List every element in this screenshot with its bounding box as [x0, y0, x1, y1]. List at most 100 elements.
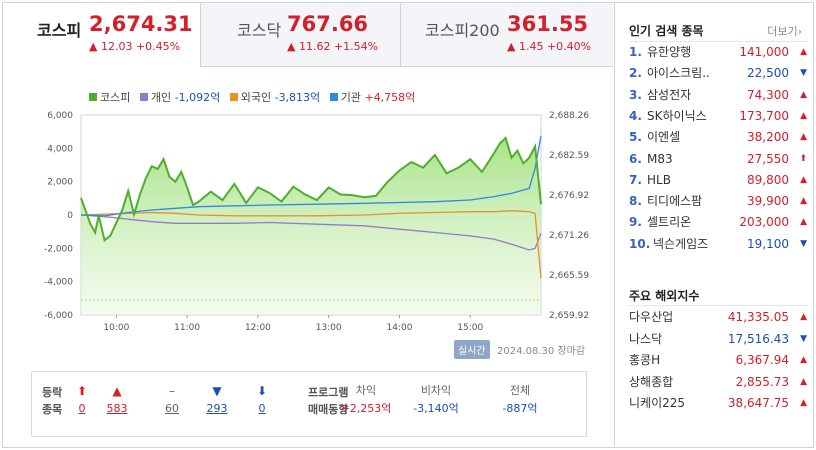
breadth-item[interactable]: ▼ 293	[202, 382, 232, 418]
rank-number: 10.	[629, 236, 651, 251]
popular-item[interactable]: 1. 유한양행 141,000 ▲	[629, 42, 807, 63]
tab-kospi[interactable]: 코스피 2,674.31 ▲ 12.03 +0.45%	[3, 3, 201, 67]
overseas-item[interactable]: 니케이225 38,647.75 ▲	[629, 393, 807, 414]
breadth-arrow-icon: ⬆	[76, 384, 88, 398]
up-arrow-icon: ⬆	[799, 153, 807, 164]
overseas-item[interactable]: 홍콩H 6,367.94 ▲	[629, 350, 807, 371]
x-axis-tick: 10:00	[103, 323, 129, 333]
popular-item[interactable]: 9. 셀트리온 203,000 ▲	[629, 212, 807, 233]
up-arrow-icon: ▲	[800, 376, 807, 387]
stock-price: 27,550	[747, 151, 789, 166]
program-value: -887억	[502, 402, 538, 415]
overseas-item[interactable]: 다우산업 41,335.05 ▲	[629, 307, 807, 328]
rank-number: 6.	[629, 151, 642, 166]
index-price: 17,516.43	[727, 331, 789, 346]
divider	[629, 305, 807, 306]
popular-item[interactable]: 4. SK하이닉스 173,700 ▲	[629, 106, 807, 127]
stock-price: 19,100	[747, 236, 789, 251]
right-axis-tick: 2,659.92	[549, 311, 589, 321]
right-axis-tick: 2,682.59	[549, 151, 589, 161]
stock-price: 39,900	[747, 194, 789, 209]
overseas-item[interactable]: 상해종합 2,855.73 ▲	[629, 372, 807, 393]
legend-individual: 개인 -1,092억	[139, 91, 221, 104]
legend-swatch	[139, 93, 148, 101]
up-arrow-icon: ▲	[800, 217, 807, 228]
stock-name: 유한양행	[647, 45, 692, 59]
rank-number: 2.	[629, 66, 642, 81]
stock-price: 38,200	[747, 130, 789, 145]
up-arrow-icon: ▲	[800, 196, 807, 207]
popular-item[interactable]: 7. HLB 89,800 ▲	[629, 170, 807, 191]
left-axis-tick: -4,000	[44, 278, 73, 288]
program-item: 비차익 -3,140억	[396, 382, 476, 418]
x-axis-tick: 15:00	[457, 323, 483, 333]
rank-number: 8.	[629, 194, 642, 209]
legend-swatch	[89, 93, 97, 101]
popular-item[interactable]: 8. 티디에스팜 39,900 ▲	[629, 191, 807, 212]
tab-index-value: 2,674.31	[89, 12, 193, 36]
legend-kospi: 코스피	[89, 91, 130, 104]
up-arrow-icon: ▲	[800, 47, 807, 57]
down-arrow-icon: ▼	[800, 68, 807, 79]
breadth-count: 0	[78, 402, 86, 415]
tab-kospi200[interactable]: 코스피200 361.55 ▲ 1.45 +0.40%	[401, 3, 613, 67]
left-axis-tick: 2,000	[47, 178, 73, 188]
tab-kosdaq[interactable]: 코스닥 767.66 ▲ 11.62 +1.54%	[201, 3, 401, 67]
breadth-item[interactable]: – 60	[157, 382, 187, 418]
legend-institution: 기관 +4,758억	[329, 91, 416, 104]
up-arrow-icon: ▲	[800, 110, 807, 121]
legend-swatch	[229, 93, 238, 101]
breadth-item[interactable]: ⬇ 0	[247, 382, 277, 418]
overseas-item[interactable]: 나스닥 17,516.43 ▼	[629, 329, 807, 350]
up-arrow-icon: ▲	[800, 312, 807, 322]
breadth-label-line: 종목	[42, 403, 63, 416]
index-price: 2,855.73	[735, 374, 789, 389]
up-arrow-icon: ▲	[800, 89, 807, 100]
more-link[interactable]: 더보기›	[767, 23, 802, 39]
tab-change: ▲ 12.03 +0.45%	[89, 40, 181, 53]
rank-number: 1.	[629, 45, 642, 59]
chart-legend: 코스피 개인 -1,092억 외국인 -3,813억 기관 +4,758억	[89, 89, 421, 105]
x-axis-tick: 11:00	[174, 323, 200, 333]
tab-name: 코스닥	[237, 21, 282, 40]
popular-item[interactable]: 3. 삼성전자 74,300 ▲	[629, 85, 807, 106]
breadth-label-line: 등락	[42, 386, 63, 399]
up-arrow-icon: ▲	[800, 174, 807, 185]
legend-value: -3,813억	[274, 91, 321, 104]
legend-label: 개인	[150, 91, 172, 104]
intraday-chart[interactable]: 6,000 4,000 2,000 0 -2,000 -4,000 -6,000 2,688.…	[3, 107, 613, 337]
market-panel: 코스피 2,674.31 ▲ 12.03 +0.45% 코스닥 767.66 ▲…	[3, 3, 613, 447]
down-arrow-icon: ▼	[800, 333, 807, 344]
left-axis-tick: -2,000	[44, 244, 73, 254]
stock-price: 22,500	[747, 66, 789, 81]
stock-name: 아이스크림..	[647, 66, 710, 81]
popular-item[interactable]: 10. 넥슨게임즈 19,100 ▼	[629, 234, 807, 255]
popular-title: 인기 검색 종목	[629, 24, 704, 38]
stock-price: 89,800	[747, 172, 789, 187]
realtime-badge: 실시간	[454, 340, 490, 359]
tab-change: ▲ 11.62 +1.54%	[287, 40, 379, 53]
tab-index-value: 767.66	[287, 12, 369, 36]
index-price: 41,335.05	[727, 310, 789, 324]
popular-item[interactable]: 5. 이엔셀 38,200 ▲	[629, 127, 807, 148]
legend-value: -1,092억	[174, 91, 221, 104]
index-tabs: 코스피 2,674.31 ▲ 12.03 +0.45% 코스닥 767.66 ▲…	[3, 3, 613, 67]
breadth-item[interactable]: ⬆ 0	[67, 382, 97, 418]
popular-item[interactable]: 2. 아이스크림.. 22,500 ▼	[629, 63, 807, 84]
popular-item[interactable]: 6. M83 27,550 ⬆	[629, 149, 807, 170]
right-axis-tick: 2,665.59	[549, 271, 589, 281]
breadth-item[interactable]: ▲ 583	[102, 382, 132, 418]
breadth-arrow-icon: ⬇	[256, 384, 268, 398]
program-item: 전체 -887억	[480, 382, 560, 418]
left-axis-tick: 4,000	[47, 144, 73, 154]
program-head: 차익	[355, 384, 377, 397]
program-label: 프로그램 매매동향	[308, 384, 348, 418]
index-name: 니케이225	[629, 396, 686, 410]
rank-number: 7.	[629, 172, 642, 187]
index-name: 나스닥	[629, 331, 663, 346]
program-item: 차익 +2,253억	[326, 382, 406, 418]
tab-name: 코스피	[37, 21, 82, 40]
legend-value: +4,758억	[364, 91, 416, 104]
stock-price: 141,000	[739, 45, 789, 59]
